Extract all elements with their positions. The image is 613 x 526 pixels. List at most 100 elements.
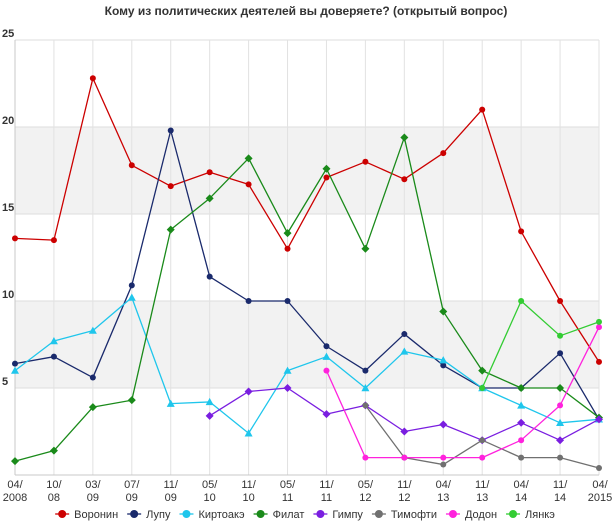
data-point bbox=[479, 385, 486, 391]
data-point bbox=[479, 106, 486, 113]
x-tick-label: 05/11 bbox=[280, 479, 296, 504]
data-point bbox=[206, 169, 213, 176]
data-point bbox=[556, 436, 565, 445]
data-point bbox=[440, 362, 447, 369]
legend-item[interactable]: Киртоакэ bbox=[179, 509, 245, 521]
legend-marker bbox=[182, 510, 191, 518]
series-2 bbox=[11, 293, 603, 437]
x-tick-label: 11/14 bbox=[553, 479, 568, 504]
legend-item[interactable]: Додон bbox=[445, 509, 497, 521]
data-point bbox=[167, 127, 174, 134]
series-line bbox=[481, 300, 600, 389]
series-6 bbox=[323, 324, 602, 461]
chart-bands bbox=[15, 127, 599, 388]
legend-label: Лянкэ bbox=[525, 509, 555, 521]
series-line bbox=[14, 129, 600, 420]
x-tick-label: 11/09 bbox=[163, 479, 178, 504]
data-point bbox=[322, 410, 331, 419]
data-point bbox=[439, 356, 448, 364]
data-point bbox=[361, 244, 370, 253]
y-tick-label: 5 bbox=[2, 376, 8, 388]
data-point bbox=[361, 384, 370, 392]
data-point bbox=[323, 343, 330, 350]
data-point bbox=[283, 366, 292, 374]
data-point bbox=[596, 324, 602, 331]
series-line bbox=[14, 136, 600, 462]
band-0 bbox=[15, 301, 599, 388]
data-point bbox=[205, 194, 214, 203]
legend-item[interactable]: Тимофти bbox=[371, 509, 437, 521]
series-line bbox=[14, 296, 600, 434]
legend-marker bbox=[58, 510, 67, 518]
x-tick-label: 03/09 bbox=[85, 479, 101, 504]
data-point bbox=[362, 367, 369, 374]
data-point bbox=[284, 298, 291, 304]
data-point bbox=[11, 457, 19, 466]
legend-marker bbox=[448, 510, 457, 518]
data-point bbox=[479, 437, 486, 444]
data-point bbox=[557, 332, 564, 339]
data-point bbox=[557, 350, 564, 357]
legend-label: Гимпу bbox=[332, 509, 363, 521]
data-point bbox=[50, 237, 57, 244]
data-point bbox=[205, 411, 214, 420]
series-line bbox=[14, 77, 600, 363]
data-point bbox=[556, 418, 565, 426]
legend-item[interactable]: Лянкэ bbox=[506, 509, 555, 521]
data-point bbox=[518, 298, 525, 304]
series-7 bbox=[479, 298, 602, 391]
x-tick-label: 05/10 bbox=[202, 479, 218, 504]
chart-legend: Воронин Лупу Киртоакэ Филат Гимпу Тимофти Додо… bbox=[55, 509, 555, 521]
data-point bbox=[322, 164, 331, 173]
data-point bbox=[283, 384, 292, 392]
data-point bbox=[89, 75, 96, 82]
x-tick-label: 11/13 bbox=[475, 479, 490, 504]
data-point bbox=[400, 347, 409, 355]
x-tick-label: 11/10 bbox=[241, 479, 256, 504]
data-point bbox=[12, 235, 18, 242]
legend-item[interactable]: Воронин bbox=[55, 509, 118, 521]
data-point bbox=[517, 384, 526, 392]
legend-item[interactable]: Гимпу bbox=[313, 509, 363, 521]
data-point bbox=[128, 162, 135, 169]
data-point bbox=[478, 366, 487, 375]
data-point bbox=[322, 352, 331, 360]
data-point bbox=[479, 454, 486, 461]
legend-label: Воронин bbox=[74, 509, 118, 521]
y-tick-label: 10 bbox=[2, 289, 14, 301]
data-point bbox=[440, 454, 447, 461]
legend-item[interactable]: Лупу bbox=[127, 509, 171, 521]
legend-marker bbox=[130, 510, 139, 518]
data-point bbox=[596, 358, 602, 365]
x-tick-label: 07/09 bbox=[124, 479, 140, 504]
data-point bbox=[89, 374, 96, 381]
legend-label: Додон bbox=[465, 509, 497, 521]
data-point bbox=[596, 318, 602, 325]
data-point bbox=[518, 437, 525, 444]
legend-marker bbox=[256, 510, 265, 518]
data-point bbox=[440, 150, 447, 157]
data-point bbox=[517, 401, 526, 409]
legend-item[interactable]: Филат bbox=[253, 509, 305, 521]
y-tick-label: 25 bbox=[2, 28, 14, 40]
data-point bbox=[88, 326, 97, 334]
data-point bbox=[245, 181, 252, 188]
data-point bbox=[206, 273, 213, 280]
chart-gridlines bbox=[14, 39, 600, 476]
data-point bbox=[323, 174, 330, 181]
data-point bbox=[284, 245, 291, 252]
legend-label: Лупу bbox=[146, 509, 171, 521]
data-point bbox=[440, 461, 447, 468]
data-point bbox=[439, 420, 448, 429]
data-point bbox=[127, 396, 136, 405]
series-0 bbox=[12, 75, 602, 365]
data-point bbox=[401, 454, 408, 461]
y-tick-label: 20 bbox=[2, 115, 14, 127]
legend-marker bbox=[374, 510, 383, 518]
y-axis-ticks: 5 10 15 20 25 bbox=[2, 28, 14, 388]
x-tick-label: 05/12 bbox=[358, 479, 374, 504]
data-point bbox=[166, 399, 175, 407]
data-point bbox=[128, 282, 135, 289]
data-point bbox=[244, 154, 253, 163]
